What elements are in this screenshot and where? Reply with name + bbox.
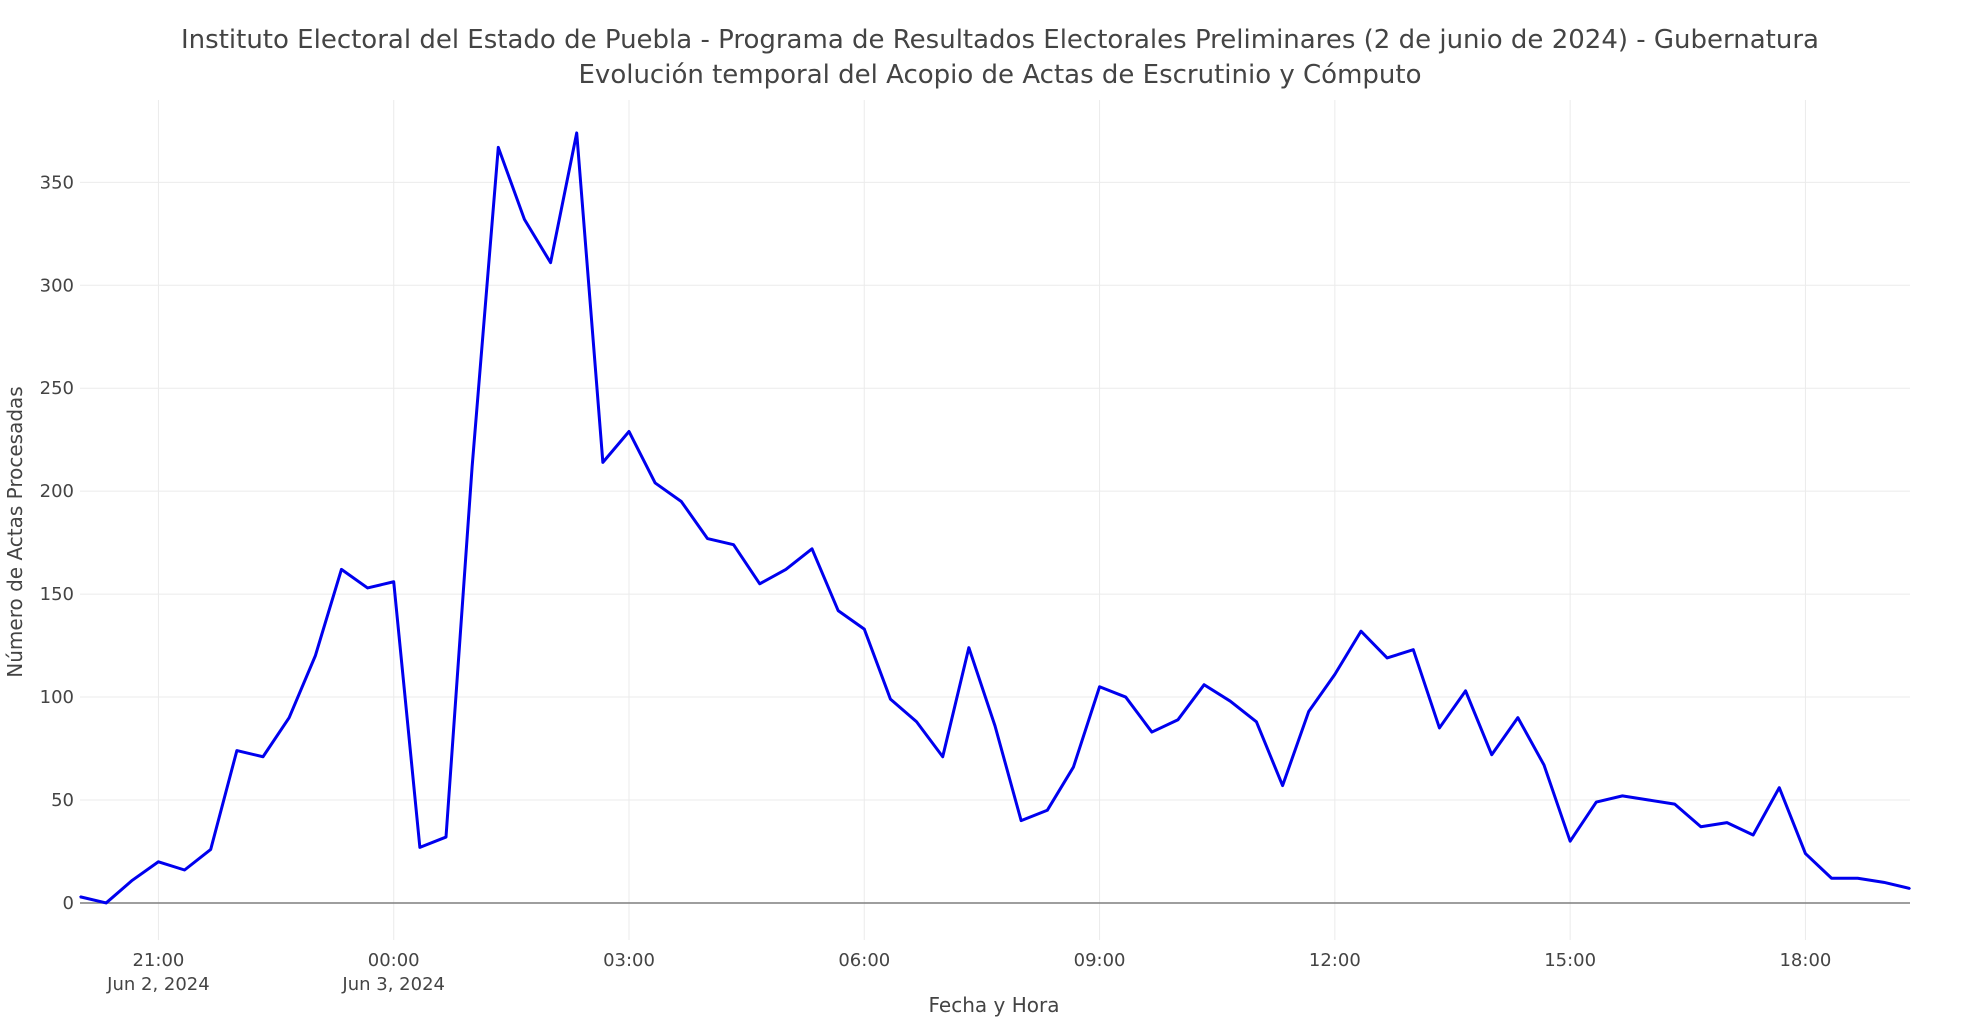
data-point — [445, 836, 447, 838]
data-point — [1307, 710, 1310, 713]
x-tick-label: 21:00 — [132, 950, 184, 971]
data-point — [1647, 799, 1650, 801]
data-point — [1752, 834, 1754, 836]
data-point — [1360, 630, 1362, 632]
data-point — [915, 720, 918, 723]
data-point — [837, 609, 839, 612]
data-point — [523, 218, 526, 221]
data-point — [1464, 690, 1467, 692]
x-tick-sublabel: Jun 3, 2024 — [341, 974, 445, 995]
data-point — [1334, 673, 1336, 676]
data-point — [811, 548, 813, 550]
x-tick-label: 00:00 — [368, 950, 420, 971]
data-point — [79, 895, 81, 898]
data-point — [1778, 786, 1781, 789]
data-point — [732, 543, 735, 546]
data-point — [1726, 821, 1728, 824]
y-tick-label: 350 — [40, 172, 74, 193]
data-point — [1621, 795, 1624, 797]
data-point — [758, 583, 761, 585]
data-point — [1569, 840, 1571, 842]
data-point — [1229, 700, 1232, 702]
y-axis-ticks: 0 50 100 150 200 250 300 350 — [40, 172, 74, 914]
data-point — [209, 848, 212, 851]
x-axis-ticks: 21:00 Jun 2, 2024 00:00 Jun 3, 2024 03:00 06:… — [106, 950, 1831, 995]
data-point — [549, 261, 552, 264]
y-tick-label: 200 — [40, 481, 74, 502]
data-point — [1177, 718, 1179, 721]
data-point — [1595, 801, 1598, 803]
data-point — [471, 465, 473, 468]
x-tick-label: 15:00 — [1544, 950, 1596, 971]
y-tick-label: 250 — [40, 378, 74, 399]
y-tick-label: 150 — [40, 584, 74, 605]
data-point — [1490, 753, 1493, 756]
data-point — [131, 879, 134, 882]
x-tick-label: 18:00 — [1779, 950, 1831, 971]
data-point — [262, 755, 264, 758]
data-point — [863, 628, 866, 630]
y-tick-label: 100 — [40, 687, 74, 708]
data-point — [1438, 727, 1441, 729]
data-point — [680, 500, 683, 503]
data-point — [1046, 809, 1049, 812]
x-tick-sublabel: Jun 2, 2024 — [106, 974, 210, 995]
data-point — [1386, 657, 1388, 659]
series-line-actas — [79, 131, 1911, 905]
data-point — [1412, 648, 1415, 651]
data-point — [941, 755, 944, 758]
data-point — [314, 655, 317, 657]
x-tick-label: 03:00 — [603, 950, 655, 971]
data-point — [366, 587, 369, 589]
data-point — [1830, 877, 1833, 880]
data-point — [1151, 731, 1153, 733]
x-tick-label: 09:00 — [1074, 950, 1126, 971]
chart-title: Instituto Electoral del Estado de Puebla… — [181, 25, 1819, 55]
x-axis-title: Fecha y Hora — [929, 993, 1060, 1017]
data-point — [602, 461, 604, 464]
x-tick-label: 12:00 — [1309, 950, 1361, 971]
data-point — [1700, 825, 1702, 828]
data-point — [628, 430, 630, 433]
data-point — [1281, 784, 1284, 787]
data-point — [968, 646, 970, 649]
data-point — [288, 716, 290, 719]
data-point — [889, 698, 892, 700]
data-point — [1673, 803, 1676, 805]
data-point — [1098, 685, 1101, 688]
data-point — [575, 132, 578, 134]
data-point — [654, 482, 656, 484]
y-tick-label: 300 — [40, 275, 74, 296]
data-point — [419, 846, 421, 849]
y-tick-label: 0 — [63, 893, 74, 914]
data-point — [236, 749, 238, 752]
data-point — [497, 146, 500, 149]
data-point — [183, 869, 186, 871]
y-tick-label: 50 — [51, 790, 74, 811]
data-point — [340, 568, 343, 571]
data-point — [1072, 766, 1075, 768]
y-axis-title: Número de Actas Procesadas — [3, 386, 27, 677]
data-point — [706, 537, 709, 540]
data-point — [1909, 887, 1911, 890]
data-point — [1203, 683, 1205, 686]
x-tick-label: 06:00 — [838, 950, 890, 971]
data-point — [785, 568, 787, 571]
data-points — [79, 132, 1911, 904]
data-point — [1020, 819, 1022, 822]
data-point — [105, 902, 107, 904]
data-point — [1883, 881, 1885, 884]
data-point — [1856, 877, 1859, 880]
data-point — [392, 580, 395, 583]
data-point — [157, 860, 160, 863]
data-point — [994, 725, 996, 727]
data-point — [1255, 720, 1258, 723]
data-point — [1804, 852, 1807, 855]
chart-subtitle: Evolución temporal del Acopio de Actas d… — [579, 60, 1422, 90]
data-point — [1543, 764, 1545, 766]
data-point — [1517, 716, 1519, 719]
data-point — [1124, 696, 1127, 698]
gridlines — [80, 100, 1910, 940]
